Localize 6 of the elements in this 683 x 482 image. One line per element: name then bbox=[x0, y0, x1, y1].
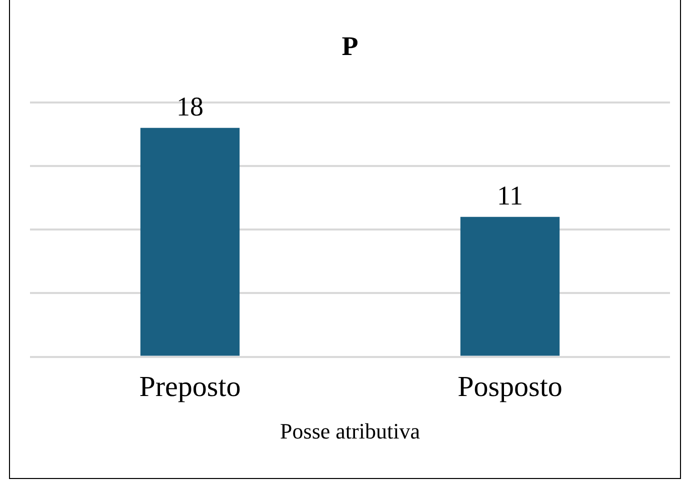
x-tick-label: Posposto bbox=[458, 370, 562, 403]
data-label: 18 bbox=[176, 91, 204, 122]
chart-title: P bbox=[342, 31, 358, 62]
x-tick-label: Preposto bbox=[139, 370, 241, 403]
x-axis-title: Posse atributiva bbox=[280, 418, 420, 444]
data-label: 11 bbox=[497, 180, 523, 210]
